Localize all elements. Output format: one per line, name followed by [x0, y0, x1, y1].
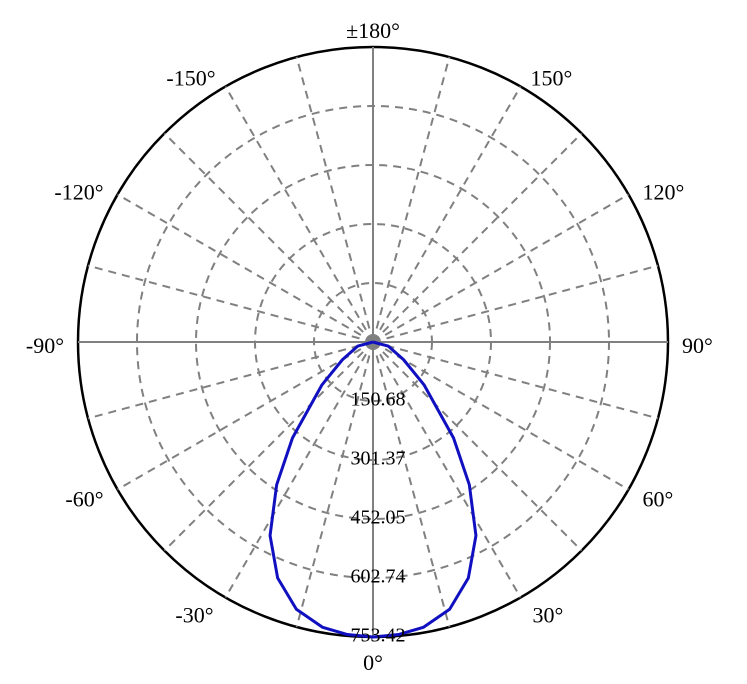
grid-spoke	[373, 342, 628, 490]
radial-tick-label: 602.74	[351, 566, 406, 588]
grid-spoke	[88, 266, 373, 342]
radial-tick-label: 301.37	[351, 448, 406, 470]
grid-spoke	[297, 57, 373, 342]
grid-spoke	[373, 57, 449, 342]
grid-spoke	[164, 342, 373, 551]
grid-spoke	[164, 133, 373, 342]
grid-spoke	[373, 266, 658, 342]
angle-label: -30°	[175, 603, 213, 628]
grid-spoke	[373, 133, 582, 342]
angle-label: -90°	[26, 333, 64, 358]
grid-spoke	[88, 342, 373, 418]
angle-label: -60°	[65, 487, 103, 512]
angle-label: 60°	[642, 487, 673, 512]
angle-label: 90°	[682, 333, 713, 358]
angle-label: 120°	[642, 180, 684, 205]
angle-label: 150°	[531, 66, 573, 91]
grid-spoke	[118, 342, 373, 490]
radial-tick-label: 452.05	[351, 507, 406, 529]
grid-spoke	[373, 342, 658, 418]
grid-spoke	[226, 87, 374, 342]
angle-label: ±180°	[346, 18, 400, 43]
polar-chart: 150.68 301.37 452.05 602.74 753.42 0° 30° 60° 9…	[0, 0, 747, 684]
angle-label: -120°	[54, 180, 103, 205]
radial-labels: 150.68 301.37 452.05 602.74 753.42	[351, 389, 406, 647]
angle-label: 0°	[363, 650, 383, 675]
grid-spoke	[226, 342, 374, 597]
radial-tick-label: 753.42	[351, 625, 406, 647]
grid-spoke	[373, 342, 521, 597]
radial-tick-label: 150.68	[351, 389, 406, 411]
grid-spoke	[118, 195, 373, 343]
angle-label: 30°	[533, 603, 564, 628]
grid-spoke	[373, 195, 628, 343]
angle-label: -150°	[166, 66, 215, 91]
grid-spoke	[373, 87, 521, 342]
